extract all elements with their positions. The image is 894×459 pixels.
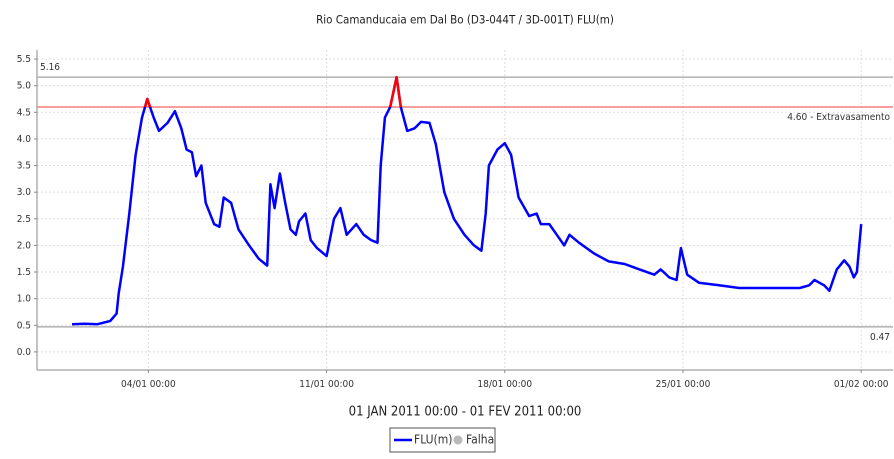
y-tick-label: 3.0 — [17, 187, 32, 198]
y-tick-label: 5.0 — [17, 81, 32, 92]
y-tick-label: 4.0 — [17, 134, 32, 145]
x-tick-label: 25/01 00:00 — [656, 379, 711, 390]
y-tick-label: 1.5 — [17, 267, 31, 278]
legend-label: FLU(m) — [414, 433, 452, 447]
plot-area — [37, 50, 893, 370]
x-tick-label: 01/02 00:00 — [834, 379, 889, 390]
y-tick-label: 2.0 — [17, 240, 32, 251]
y-tick-label: 5.5 — [17, 54, 31, 65]
y-tick-label: 3.5 — [17, 161, 31, 172]
legend-label: Falha — [466, 433, 494, 447]
threshold-label: 0.47 — [870, 332, 890, 343]
x-tick-label: 11/01 00:00 — [299, 379, 354, 390]
chart-subtitle: 01 JAN 2011 00:00 - 01 FEV 2011 00:00 — [349, 405, 582, 420]
y-tick-label: 0.0 — [17, 347, 32, 358]
y-tick-label: 1.0 — [17, 294, 32, 305]
threshold-label: 4.60 - Extravasamento — [787, 112, 890, 123]
y-tick-label: 0.5 — [17, 320, 31, 331]
threshold-label: 5.16 — [40, 62, 60, 73]
legend-marker — [453, 435, 463, 445]
y-tick-label: 4.5 — [17, 107, 31, 118]
x-tick-label: 18/01 00:00 — [477, 379, 532, 390]
data-line-alert — [143, 75, 403, 107]
x-tick-label: 04/01 00:00 — [121, 379, 176, 390]
chart-title: Rio Camanducaia em Dal Bo (D3-044T / 3D-… — [316, 13, 614, 27]
y-tick-label: 2.5 — [17, 214, 31, 225]
